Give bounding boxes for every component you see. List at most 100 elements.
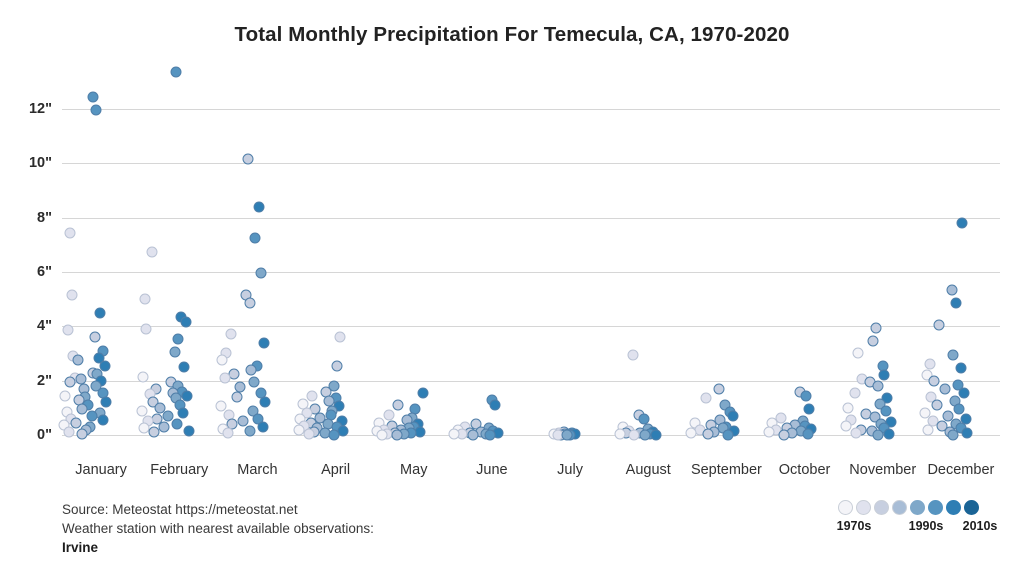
data-point xyxy=(72,354,84,366)
data-point xyxy=(63,426,75,438)
x-axis-month-label: June xyxy=(476,462,508,478)
x-axis-month-label: August xyxy=(625,462,671,478)
data-point xyxy=(840,420,852,432)
data-point xyxy=(76,403,88,415)
data-point xyxy=(66,289,78,301)
y-axis-tick-label: 2" xyxy=(37,372,52,389)
data-point xyxy=(70,417,82,429)
data-point xyxy=(178,361,190,373)
data-point xyxy=(627,349,639,361)
data-point xyxy=(946,284,958,296)
data-point xyxy=(215,400,227,412)
data-point xyxy=(778,429,790,441)
data-point xyxy=(869,411,881,423)
data-point xyxy=(883,428,895,440)
data-point xyxy=(62,324,74,336)
data-point xyxy=(952,379,964,391)
data-point xyxy=(803,403,815,415)
data-point xyxy=(162,410,174,422)
data-point xyxy=(139,293,151,305)
data-point xyxy=(931,399,943,411)
gridline xyxy=(62,217,1000,219)
data-point xyxy=(231,391,243,403)
legend-swatch xyxy=(928,500,943,515)
data-point xyxy=(259,396,271,408)
data-point xyxy=(870,322,882,334)
gridline xyxy=(62,108,1000,110)
legend-swatch xyxy=(874,500,889,515)
footer-notes: Source: Meteostat https://meteostat.net … xyxy=(62,500,374,557)
data-point xyxy=(94,307,106,319)
x-axis-month-label: January xyxy=(75,462,127,478)
data-point xyxy=(849,387,861,399)
data-point xyxy=(169,346,181,358)
data-point xyxy=(76,428,88,440)
data-point xyxy=(248,376,260,388)
decade-color-legend: 1970s 1990s 2010s xyxy=(837,500,1008,546)
x-axis-month-label: May xyxy=(400,462,428,478)
data-point xyxy=(383,409,395,421)
data-point xyxy=(489,399,501,411)
data-point xyxy=(219,372,231,384)
data-point xyxy=(947,349,959,361)
data-point xyxy=(136,405,148,417)
data-point xyxy=(170,66,182,78)
y-axis-tick-label: 4" xyxy=(37,318,52,335)
data-point xyxy=(802,428,814,440)
data-point xyxy=(392,399,404,411)
data-point xyxy=(183,425,195,437)
data-point xyxy=(177,407,189,419)
data-point xyxy=(87,91,99,103)
data-point xyxy=(146,246,158,258)
y-axis-tick-label: 12" xyxy=(28,100,52,117)
data-point xyxy=(942,410,954,422)
data-point xyxy=(306,390,318,402)
data-point xyxy=(955,362,967,374)
data-point xyxy=(880,405,892,417)
data-point xyxy=(334,331,346,343)
data-point xyxy=(140,323,152,335)
data-point xyxy=(249,232,261,244)
plot-area xyxy=(58,60,1000,441)
data-point xyxy=(878,369,890,381)
x-axis-month-label: November xyxy=(849,462,917,478)
data-point xyxy=(702,428,714,440)
data-point xyxy=(614,428,626,440)
data-point xyxy=(86,410,98,422)
legend-swatch xyxy=(892,500,907,515)
data-point xyxy=(172,333,184,345)
data-point xyxy=(484,429,496,441)
data-point xyxy=(253,201,265,213)
data-point xyxy=(181,390,193,402)
data-point xyxy=(89,331,101,343)
data-point xyxy=(448,428,460,440)
data-point xyxy=(639,429,651,441)
data-point xyxy=(228,368,240,380)
data-point xyxy=(90,104,102,116)
data-point xyxy=(867,335,879,347)
data-point xyxy=(960,413,972,425)
data-point xyxy=(180,316,191,328)
source-text: Source: Meteostat https://meteostat.net xyxy=(62,502,298,517)
data-point xyxy=(628,429,640,441)
data-point xyxy=(376,429,388,441)
data-point xyxy=(924,358,936,370)
data-point xyxy=(958,387,970,399)
data-point xyxy=(314,412,326,424)
data-point xyxy=(850,427,862,439)
data-point xyxy=(722,429,734,441)
data-point xyxy=(947,429,959,441)
data-point xyxy=(872,380,884,392)
data-point xyxy=(154,402,166,414)
data-point xyxy=(337,425,349,437)
data-point xyxy=(245,364,257,376)
data-point xyxy=(700,392,712,404)
page-title: Total Monthly Precipitation For Temecula… xyxy=(234,23,790,46)
data-point xyxy=(417,387,429,399)
data-point xyxy=(331,360,343,372)
data-point xyxy=(99,360,111,372)
legend-swatch xyxy=(946,500,961,515)
data-point xyxy=(64,376,76,388)
data-point xyxy=(939,383,951,395)
